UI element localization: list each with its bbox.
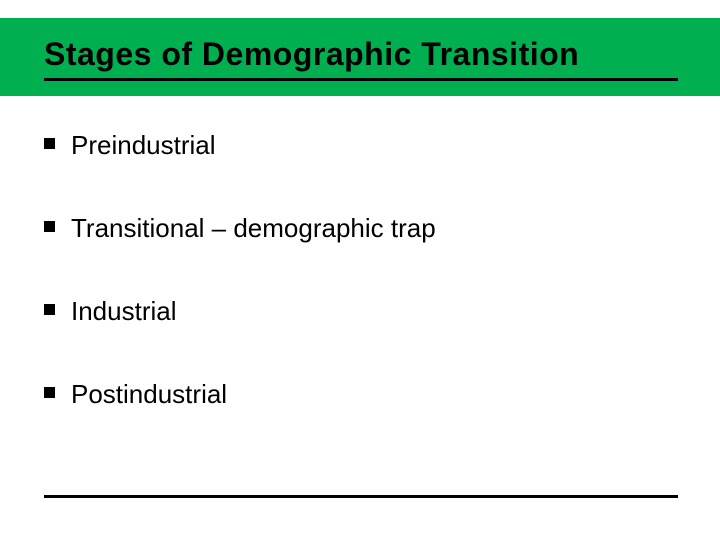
list-item-text: Preindustrial: [71, 130, 216, 161]
list-item: Industrial: [44, 296, 678, 327]
list-item-text: Transitional – demographic trap: [71, 213, 436, 244]
square-bullet-icon: [44, 221, 55, 232]
content-area: Preindustrial Transitional – demographic…: [44, 130, 678, 462]
square-bullet-icon: [44, 138, 55, 149]
list-item-text: Industrial: [71, 296, 177, 327]
slide-title: Stages of Demographic Transition: [44, 36, 579, 73]
footer-rule: [44, 495, 678, 498]
list-item: Preindustrial: [44, 130, 678, 161]
list-item: Postindustrial: [44, 379, 678, 410]
list-item: Transitional – demographic trap: [44, 213, 678, 244]
title-underline: [44, 78, 678, 81]
square-bullet-icon: [44, 387, 55, 398]
square-bullet-icon: [44, 304, 55, 315]
list-item-text: Postindustrial: [71, 379, 227, 410]
